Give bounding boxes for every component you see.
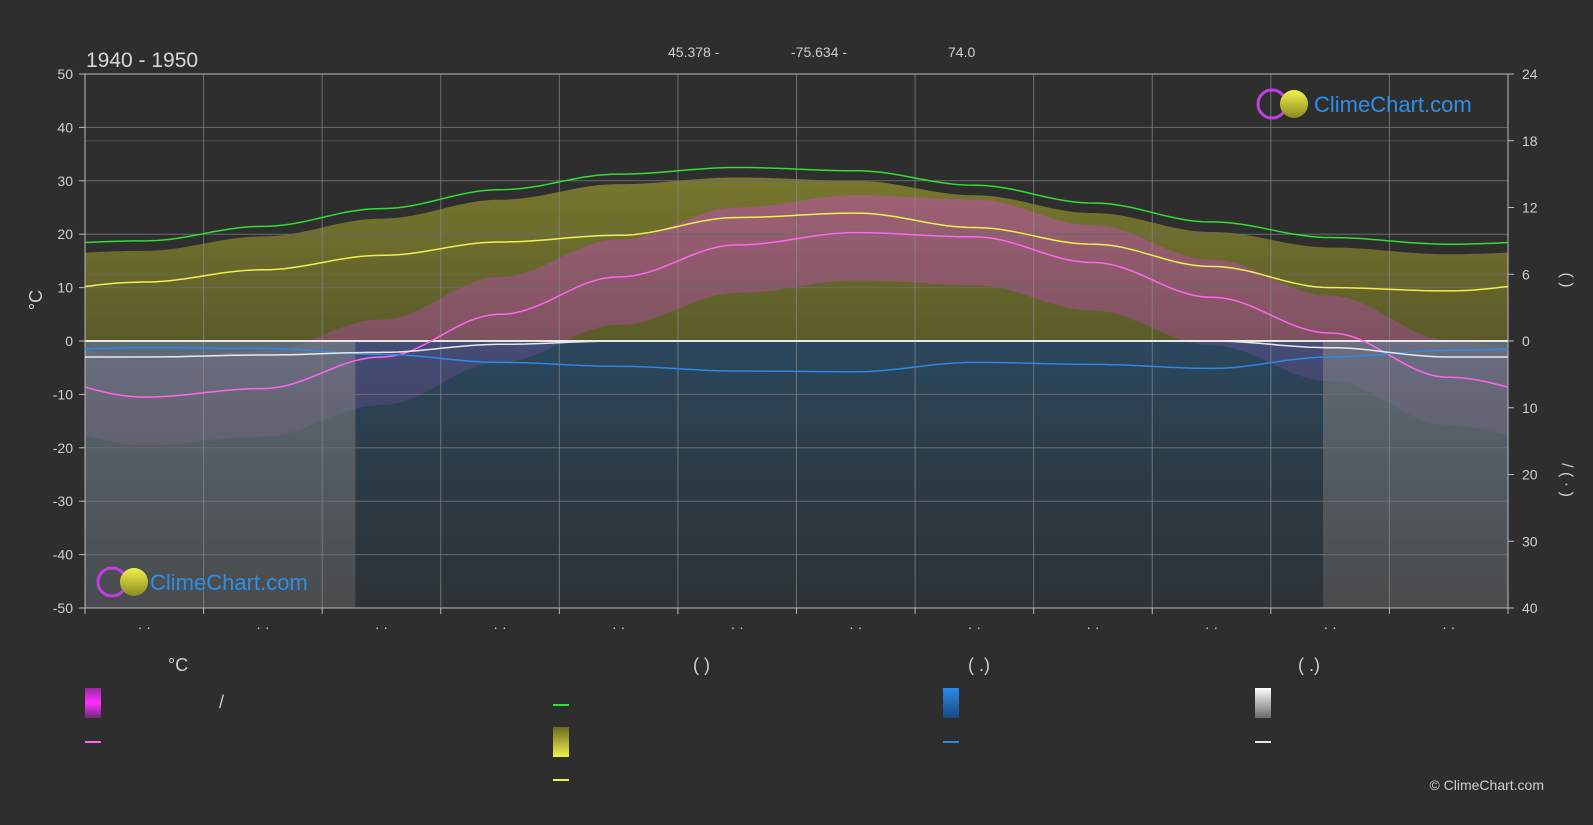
sunshine-line — [84, 212, 1509, 292]
month-label: · · — [138, 619, 151, 635]
month-label: · · — [731, 619, 744, 635]
logo-sun-icon — [1280, 90, 1308, 118]
right-bottom-tick-label: 10 — [1522, 400, 1538, 416]
snow-line — [85, 340, 1508, 358]
logo-bottom-text: ClimeChart.com — [150, 570, 308, 595]
month-label: · · — [256, 619, 269, 635]
month-label: · · — [375, 619, 388, 635]
legend-rain-heading: ( .) — [968, 655, 990, 675]
legend-sunshine-range-swatch — [553, 727, 569, 757]
legend-sunshine-heading: ( ) — [693, 655, 710, 675]
month-label: · · — [493, 619, 506, 635]
legend: °C ( ) ( .) ( .) / — [0, 655, 1593, 825]
climate-chart: 50 40 30 20 10 0 -10 -20 -30 -40 -50 24 18 12 6 0 10 20 30… — [26, 44, 1575, 635]
logo-bottom: ClimeChart.com — [96, 566, 308, 598]
left-tick-label: 20 — [57, 226, 73, 242]
legend-temperature-heading: °C — [168, 655, 189, 675]
legend-rain-range-swatch — [943, 688, 959, 718]
right-top-tick-label: 0 — [1522, 333, 1530, 349]
left-tick-label: 50 — [57, 66, 73, 82]
chart-period-title: 1940 - 1950 — [86, 49, 198, 72]
legend-sunshine-mean-swatch — [553, 779, 569, 781]
left-axis-unit: °C — [26, 290, 46, 310]
right-bottom-tick-label: 20 — [1522, 467, 1538, 483]
right-axis-top-label: ( ) — [1558, 272, 1575, 287]
legend-snow-mean-swatch — [1255, 741, 1271, 743]
month-label: · · — [968, 619, 981, 635]
left-tick-label: -20 — [53, 440, 73, 456]
month-label: · · — [1324, 619, 1337, 635]
left-tick-label: -30 — [53, 493, 73, 509]
legend-snow-range-swatch — [1255, 688, 1271, 718]
left-tick-label: -50 — [53, 600, 73, 616]
right-top-tick-label: 24 — [1522, 66, 1538, 82]
temperature-mean-line — [84, 231, 1509, 398]
right-bottom-tick-label: 30 — [1522, 533, 1538, 549]
left-tick-label: 10 — [57, 280, 73, 296]
series-lines — [84, 166, 1509, 398]
month-label: · · — [849, 619, 862, 635]
snow-area-end — [1323, 341, 1508, 608]
legend-temp-mean-swatch — [85, 741, 101, 743]
left-tick-label: -40 — [53, 547, 73, 563]
rain-line — [84, 346, 1509, 373]
month-label: · · — [1086, 619, 1099, 635]
copyright-text: © ClimeChart.com — [1429, 777, 1544, 793]
legend-rain-mean-swatch — [943, 741, 959, 743]
left-tick-label: 30 — [57, 173, 73, 189]
left-tick-label: -10 — [53, 386, 73, 402]
left-tick-label: 40 — [57, 119, 73, 135]
logo-top: ClimeChart.com — [1256, 88, 1472, 120]
longitude-value: -75.634 - — [791, 44, 847, 60]
legend-slash: / — [219, 692, 225, 712]
logo-sun-icon — [120, 568, 148, 596]
right-top-tick-label: 12 — [1522, 200, 1538, 216]
daylight-line — [84, 166, 1509, 245]
axis-ticks: 50 40 30 20 10 0 -10 -20 -30 -40 -50 24 18 12 6 0 10 20 30… — [53, 66, 1538, 635]
legend-temp-range-swatch — [85, 688, 101, 718]
right-top-tick-label: 18 — [1522, 133, 1538, 149]
right-top-tick-label: 6 — [1522, 266, 1530, 282]
month-label: · · — [1442, 619, 1455, 635]
latitude-value: 45.378 - — [668, 44, 720, 60]
month-label: · · — [1205, 619, 1218, 635]
right-axis-bottom-label: / ( · ) — [1558, 463, 1575, 497]
left-tick-label: 0 — [65, 333, 73, 349]
snow-area-start — [85, 341, 356, 608]
legend-daylight-swatch — [553, 704, 569, 706]
legend-snow-heading: ( .) — [1298, 655, 1320, 675]
month-label: · · — [612, 619, 625, 635]
logo-top-text: ClimeChart.com — [1314, 92, 1472, 117]
elevation-value: 74.0 — [948, 44, 975, 60]
right-bottom-tick-label: 40 — [1522, 600, 1538, 616]
